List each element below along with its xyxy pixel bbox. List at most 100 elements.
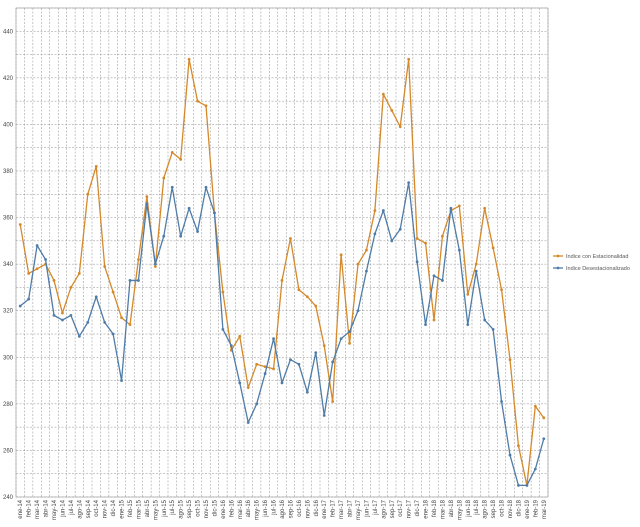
x-tick-label: may-14 — [52, 499, 58, 520]
data-point — [457, 204, 461, 208]
x-tick-label: nov-18 — [508, 499, 514, 518]
y-tick-label: 360 — [3, 216, 14, 222]
data-point — [179, 157, 183, 161]
data-point — [137, 279, 140, 282]
x-tick-label: dic-14 — [111, 499, 117, 516]
data-point — [407, 181, 411, 185]
data-point — [500, 288, 503, 292]
data-point — [297, 362, 301, 366]
legend-item: Indice Desestacionalizado — [553, 266, 630, 272]
data-point — [525, 483, 529, 487]
y-tick-label: 420 — [3, 76, 14, 82]
data-point — [120, 379, 123, 382]
x-tick-label: jun-14 — [60, 499, 66, 517]
x-tick-label: abr-14 — [44, 499, 50, 517]
x-tick-label: ene-14 — [18, 499, 24, 518]
data-point — [61, 311, 64, 315]
data-point — [170, 185, 174, 189]
data-point — [111, 332, 115, 336]
data-point — [542, 437, 546, 441]
x-tick-label: oct-16 — [297, 499, 303, 516]
x-tick-label: sep-15 — [187, 499, 193, 518]
data-point — [94, 164, 98, 168]
legend-item: Indice con Estacionalidad — [553, 254, 628, 260]
x-tick-label: dic-16 — [314, 499, 320, 516]
data-point — [280, 279, 284, 282]
x-tick-label: abr-18 — [449, 499, 455, 517]
x-tick-label: may-17 — [356, 499, 362, 520]
x-tick-label: jun-18 — [466, 499, 472, 517]
data-point — [103, 265, 107, 268]
data-point — [474, 269, 478, 273]
data-point — [69, 286, 73, 289]
data-point — [483, 206, 487, 210]
data-point — [35, 244, 39, 247]
data-point — [263, 365, 267, 368]
x-tick-label: ago-15 — [179, 499, 185, 518]
data-point — [508, 358, 512, 362]
data-point — [18, 304, 22, 308]
data-point — [120, 316, 123, 320]
x-tick-label: dic-18 — [516, 499, 522, 516]
data-point — [474, 262, 478, 266]
data-point — [305, 390, 309, 394]
y-tick-label: 240 — [3, 495, 14, 501]
data-point — [229, 344, 233, 348]
x-tick-label: ene-19 — [525, 499, 531, 518]
data-point — [432, 318, 436, 322]
data-point — [128, 279, 132, 282]
data-point — [145, 195, 149, 199]
x-tick-label: ene-17 — [322, 499, 328, 518]
data-point — [204, 185, 208, 189]
data-point — [255, 402, 259, 406]
data-point — [466, 293, 470, 296]
data-point — [69, 313, 73, 317]
data-point — [86, 192, 90, 196]
y-tick-label: 280 — [3, 402, 14, 408]
data-point — [221, 290, 225, 294]
data-point — [356, 262, 360, 266]
y-tick-label: 440 — [3, 29, 14, 35]
data-point — [44, 258, 47, 261]
data-point — [27, 297, 31, 301]
data-point — [398, 227, 402, 231]
y-tick-label: 300 — [3, 355, 14, 361]
data-point — [196, 230, 199, 233]
series — [18, 57, 546, 487]
data-point — [322, 414, 326, 417]
data-point — [441, 234, 444, 238]
series-line — [19, 58, 545, 487]
data-point — [381, 209, 385, 212]
data-point — [314, 351, 318, 355]
legend: Indice con Estacionalidad Indice Desestac… — [553, 254, 630, 272]
data-point — [348, 330, 351, 334]
y-tick-label: 320 — [3, 309, 14, 315]
x-tick-label: oct-15 — [196, 499, 202, 516]
data-point — [77, 272, 81, 275]
data-point — [381, 92, 385, 96]
legend-marker — [556, 254, 560, 258]
data-point — [517, 483, 520, 487]
data-point — [77, 334, 81, 338]
data-point — [94, 295, 98, 299]
x-axis-ticks: ene-14 feb-14 mar-14 abr-14 may-14 jun-14 jul-… — [18, 499, 548, 520]
data-point — [111, 290, 115, 294]
y-axis-ticks: 240 260 280 300 320 340 360 380 400 420 440 — [3, 29, 14, 501]
data-point — [322, 344, 326, 348]
x-tick-label: nov-16 — [305, 499, 311, 518]
data-point — [61, 318, 64, 322]
data-point — [365, 248, 368, 252]
data-point — [432, 274, 436, 278]
data-point — [542, 416, 546, 420]
data-point — [424, 323, 427, 327]
data-point — [424, 241, 427, 245]
x-tick-label: mar-15 — [136, 499, 142, 519]
data-point — [407, 57, 411, 61]
x-tick-label: may-18 — [457, 499, 463, 520]
data-point — [483, 318, 487, 322]
y-tick-label: 340 — [3, 262, 14, 268]
x-tick-label: ago-17 — [381, 499, 387, 518]
data-point — [187, 206, 191, 210]
data-point — [441, 279, 444, 282]
